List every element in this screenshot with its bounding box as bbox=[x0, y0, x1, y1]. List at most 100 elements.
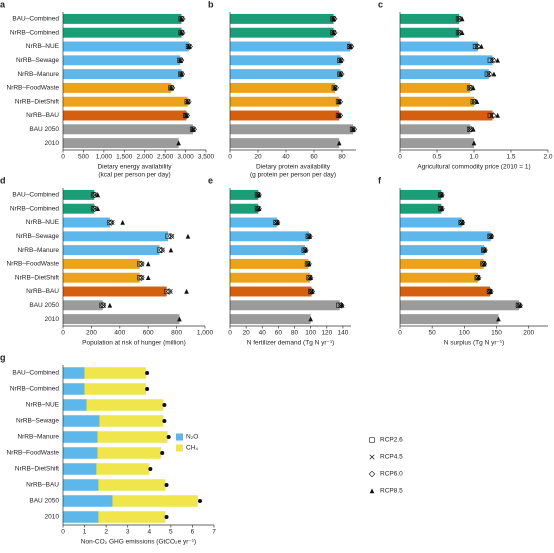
rcp-marker bbox=[176, 140, 181, 146]
bar bbox=[63, 203, 95, 214]
rcp-marker bbox=[491, 71, 497, 77]
total-marker bbox=[148, 467, 153, 471]
rcp-marker bbox=[455, 16, 462, 22]
x-tick-label: 400 bbox=[114, 330, 125, 337]
category-label: NrRB–DietShift bbox=[15, 274, 59, 281]
bar bbox=[230, 124, 354, 135]
category-label: BAU 2050 bbox=[29, 126, 59, 133]
bar-segment bbox=[63, 447, 98, 459]
bar bbox=[400, 27, 460, 38]
panel-label: a bbox=[0, 0, 6, 9]
rcp-marker bbox=[490, 112, 497, 119]
bar bbox=[63, 55, 181, 66]
bar bbox=[230, 217, 277, 228]
rcp-marker bbox=[109, 219, 115, 226]
rcp-marker bbox=[474, 43, 480, 50]
bar bbox=[400, 245, 485, 256]
bar-segment bbox=[86, 399, 164, 411]
bar-segment bbox=[98, 479, 166, 491]
rcp-marker bbox=[307, 274, 314, 281]
rcp-marker bbox=[466, 126, 473, 132]
rcp-marker bbox=[472, 43, 479, 50]
x-tick-label: 200 bbox=[86, 330, 97, 337]
rcp-marker bbox=[438, 191, 445, 199]
rcp-marker bbox=[331, 30, 336, 35]
rcp-marker bbox=[347, 43, 355, 50]
rcp-marker bbox=[459, 30, 465, 35]
bar bbox=[400, 231, 491, 242]
category-label: NrRB–Combined bbox=[10, 386, 60, 393]
category-label: NrRB–NUE bbox=[26, 43, 60, 50]
x-axis-label: Agricultural commodity price (2010 = 1) bbox=[417, 164, 530, 171]
category-label: NrRB–BAU bbox=[26, 288, 59, 295]
category-label: NrRB–DietShift bbox=[15, 98, 59, 105]
bar bbox=[400, 69, 489, 80]
rcp-marker bbox=[496, 316, 501, 322]
bar bbox=[230, 55, 341, 66]
total-marker bbox=[162, 403, 167, 407]
rcp-marker bbox=[481, 261, 487, 267]
rcp-marker bbox=[185, 98, 192, 105]
rcp-marker bbox=[256, 192, 262, 198]
x-tick-label: 50 bbox=[429, 330, 437, 337]
x-tick-label: 1 bbox=[83, 529, 87, 536]
rcp-marker bbox=[308, 275, 313, 280]
legend-symbol bbox=[369, 437, 375, 443]
x-tick-label: 1,000 bbox=[96, 154, 113, 161]
bar bbox=[63, 138, 179, 149]
category-label: NrRB–Manure bbox=[17, 71, 59, 78]
bar bbox=[63, 13, 182, 24]
rcp-marker bbox=[474, 99, 480, 104]
rcp-marker bbox=[479, 43, 484, 49]
x-tick-label: 80 bbox=[338, 154, 346, 161]
rcp-marker bbox=[190, 126, 196, 132]
rcp-marker bbox=[495, 112, 500, 118]
rcp-marker bbox=[439, 192, 445, 198]
bar bbox=[230, 27, 334, 38]
rcp-marker bbox=[489, 112, 495, 119]
x-tick-label: 3,500 bbox=[198, 154, 215, 161]
rcp-marker bbox=[439, 206, 445, 211]
rcp-marker bbox=[487, 112, 493, 119]
bar-segment bbox=[63, 495, 113, 507]
rcp-marker bbox=[190, 126, 197, 133]
category-label: NrRB–NUE bbox=[26, 219, 60, 226]
x-tick-label: 100 bbox=[459, 330, 470, 337]
bar bbox=[230, 189, 259, 200]
rcp-marker bbox=[179, 71, 184, 77]
rcp-marker bbox=[471, 140, 477, 146]
category-label: NrRB–Sewage bbox=[16, 57, 59, 64]
bar bbox=[400, 55, 493, 66]
category-label: NrRB–NUE bbox=[26, 402, 60, 409]
bar bbox=[230, 245, 306, 256]
x-tick-label: 0 bbox=[61, 529, 65, 536]
rcp-marker bbox=[168, 84, 176, 92]
category-label: 2010 bbox=[45, 514, 60, 521]
category-label: NrRB–BAU bbox=[26, 112, 59, 119]
legend-label: RCP6.0 bbox=[380, 471, 403, 478]
rcp-marker bbox=[90, 192, 97, 198]
x-tick-label: 5 bbox=[169, 529, 173, 536]
bar bbox=[230, 96, 340, 107]
x-tick-label: 20 bbox=[254, 154, 262, 161]
category-label: NrRB–Manure bbox=[17, 434, 59, 441]
x-tick-label: 1.0 bbox=[469, 154, 478, 161]
rcp-marker bbox=[156, 247, 163, 253]
total-marker bbox=[164, 515, 169, 519]
bar bbox=[400, 138, 474, 149]
rcp-marker bbox=[332, 85, 338, 91]
x-tick-label: 1,500 bbox=[116, 154, 133, 161]
rcp-marker bbox=[90, 206, 97, 212]
category-label: 2010 bbox=[45, 316, 60, 323]
bar-segment bbox=[63, 367, 85, 379]
category-label: NrRB–Combined bbox=[10, 29, 60, 36]
rcp-marker bbox=[331, 16, 336, 22]
bar-segment bbox=[84, 367, 147, 379]
legend-label: RCP2.6 bbox=[380, 437, 403, 444]
bar bbox=[230, 314, 311, 325]
x-tick-label: 40 bbox=[259, 330, 267, 337]
x-tick-label: 0.5 bbox=[432, 154, 441, 161]
bar-segment bbox=[63, 431, 98, 443]
rcp-marker bbox=[158, 246, 165, 254]
x-axis-label: Dietary energy availability bbox=[97, 164, 172, 171]
